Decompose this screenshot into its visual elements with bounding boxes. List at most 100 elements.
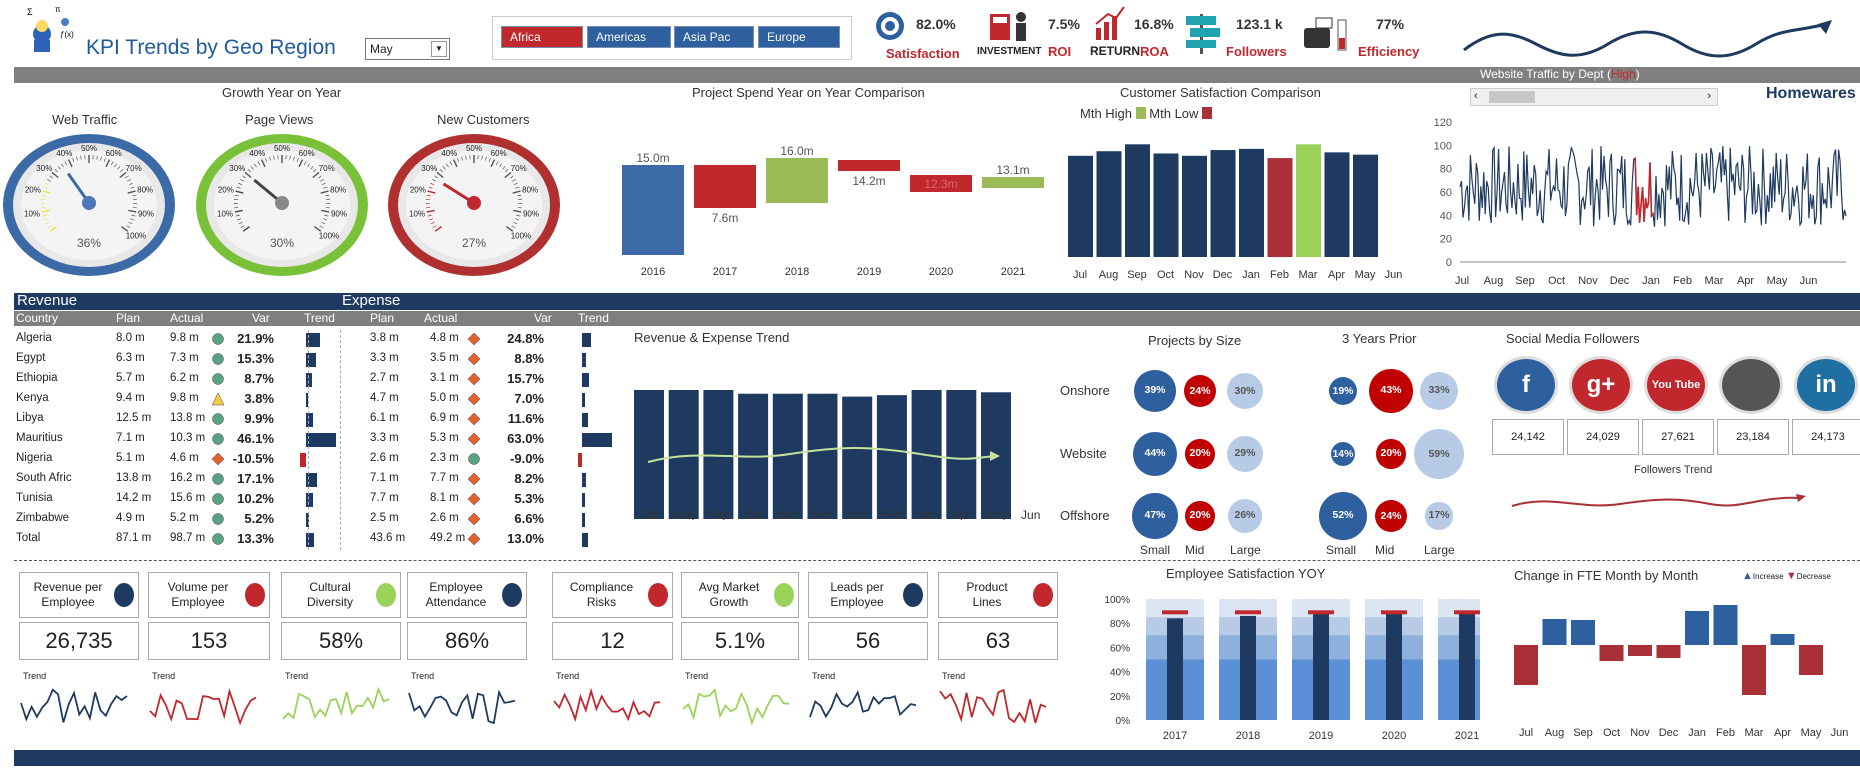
cell-rev-plan: 5.7 m [116, 372, 145, 384]
gauge-scale-label: 90% [138, 209, 154, 218]
sparkline [20, 688, 128, 723]
gauge-scale-label: 50% [81, 144, 97, 153]
fte-month-label: May [1801, 727, 1822, 739]
kpi-card-line2: Diversity [306, 595, 353, 609]
kpi-card-value: 5.1% [681, 622, 799, 660]
kpi-card: Avg Market Growth [681, 572, 799, 618]
prior-col-label: Large [1424, 543, 1455, 557]
kpi-card-value: 56 [808, 622, 928, 660]
legend-low-label: Mth Low [1149, 106, 1199, 121]
fte-month-label: Jul [1519, 727, 1533, 739]
gauge-tick [247, 169, 251, 173]
table-header-cell: Actual [424, 311, 458, 325]
sparkline [553, 687, 661, 723]
gauge-tick [250, 166, 254, 170]
exp-trend-bar [577, 453, 582, 467]
region-button-europe[interactable]: Europe [758, 26, 840, 48]
projects-prior-title: 3 Years Prior [1342, 331, 1417, 346]
emp-y-tick: 40% [1110, 668, 1130, 679]
cell-country: South Afric [16, 472, 72, 484]
cell-rev-var: 8.7% [244, 371, 274, 386]
kpi-card-line2: Lines [972, 595, 1002, 609]
satisfaction-month-label: May [1355, 269, 1376, 281]
exp-status-icon [467, 352, 481, 366]
rev-status-icon [212, 493, 225, 506]
rev-exp-month-label: May [985, 508, 1008, 520]
kpi-card: Cultural Diversity [281, 572, 401, 618]
customer-satisfaction-title: Customer Satisfaction Comparison [1120, 85, 1321, 100]
gauge-tick [44, 218, 49, 221]
sparkline [282, 686, 390, 720]
gauge-tick [96, 155, 98, 160]
cell-country: Zimbabwe [16, 512, 70, 524]
cell-rev-plan: 87.1 m [116, 532, 152, 544]
gauge-tick [319, 225, 324, 228]
fte-title: Change in FTE Month by Month [1514, 568, 1699, 583]
gauge-tick [517, 194, 522, 197]
kpi-card-value: 153 [148, 622, 270, 660]
cell-exp-plan: 43.6 m [370, 532, 406, 544]
cell-country: Mauritius [16, 432, 63, 444]
rev-exp-trend-arrow [990, 451, 1000, 461]
table-row: Total 87.1 m 98.7 m 13.3% 43.6 m 49.2 m 13.0% [0, 530, 620, 550]
exp-trend-bar [582, 433, 612, 447]
kpi-roa-label: ROA [1140, 44, 1169, 59]
rev-trend-bar [306, 333, 321, 347]
gauge-tick [237, 218, 242, 221]
traffic-scrollbar[interactable]: ‹ › [1470, 88, 1718, 106]
region-button-americas[interactable]: Americas [587, 26, 671, 48]
kpi-card-line1: Compliance [569, 580, 634, 594]
table-header-cell: Actual [170, 311, 204, 325]
prior-project-bubble: 43% [1369, 369, 1413, 413]
kpi-card-line1: Product [966, 580, 1008, 594]
cell-rev-var: 10.2% [237, 491, 274, 506]
table-row: Egypt 6.3 m 7.3 m 15.3% 3.3 m 3.5 m 8.8% [0, 350, 620, 370]
gauge-scale-label: 100% [126, 231, 146, 240]
increase-label: Increase [1752, 572, 1784, 581]
compliance-icon [648, 583, 668, 607]
region-button-africa[interactable]: Africa [501, 26, 583, 48]
exp-trend-bar [582, 513, 586, 527]
region-button-asia-pac[interactable]: Asia Pac [674, 26, 754, 48]
gauge-scale-label: 30% [229, 164, 245, 173]
cell-exp-actual: 2.3 m [430, 452, 459, 464]
rev-exp-month-label: Nov [777, 508, 798, 520]
prior-project-bubble: 20% [1376, 439, 1406, 469]
kpi-card-value: 58% [281, 622, 401, 660]
gauge-tick [45, 221, 50, 225]
emp-value-bar [1240, 615, 1256, 720]
gauge-scale-label: 20% [25, 185, 41, 194]
cell-rev-actual: 15.6 m [170, 492, 206, 504]
kpi-card-line2: Employee [41, 595, 95, 609]
gauge-scale-label: 70% [126, 164, 142, 173]
followers-trend-line [1510, 488, 1810, 523]
cell-rev-actual: 9.8 m [170, 332, 199, 344]
trend-label: Trend [152, 671, 176, 681]
cell-country: Ethiopia [16, 372, 58, 384]
gauge-tick [265, 157, 268, 162]
rev-exp-month-label: Oct [744, 508, 763, 520]
scroll-right-icon[interactable]: › [1707, 90, 1711, 102]
satisfaction-bar [1068, 155, 1093, 257]
gauge-tick [324, 214, 329, 217]
fte-month-label: Feb [1716, 727, 1735, 739]
emp-y-tick: 60% [1110, 643, 1130, 654]
dashed-divider [14, 560, 1860, 561]
scroll-thumb[interactable] [1489, 91, 1535, 103]
spend-year-label: 2021 [1001, 266, 1025, 278]
rev-exp-month-label: Jan [848, 508, 867, 520]
satisfaction-month-label: Apr [1328, 269, 1345, 281]
cell-exp-plan: 3.8 m [370, 332, 399, 344]
trend-label: Trend [556, 671, 580, 681]
gauge-scale-label: 70% [319, 164, 335, 173]
linkedin-icon: in [1794, 356, 1858, 414]
gauge-value: 36% [77, 236, 101, 250]
month-select[interactable]: May ▼ [365, 38, 450, 60]
cell-exp-plan: 2.5 m [370, 512, 399, 524]
cell-rev-actual: 10.3 m [170, 432, 206, 444]
sparkline-path [553, 687, 661, 723]
gauge-tick [303, 161, 307, 166]
scroll-left-icon[interactable]: ‹ [1474, 90, 1478, 102]
exp-trend-bar [582, 373, 589, 387]
svg-text:ƒ(x): ƒ(x) [60, 30, 74, 39]
